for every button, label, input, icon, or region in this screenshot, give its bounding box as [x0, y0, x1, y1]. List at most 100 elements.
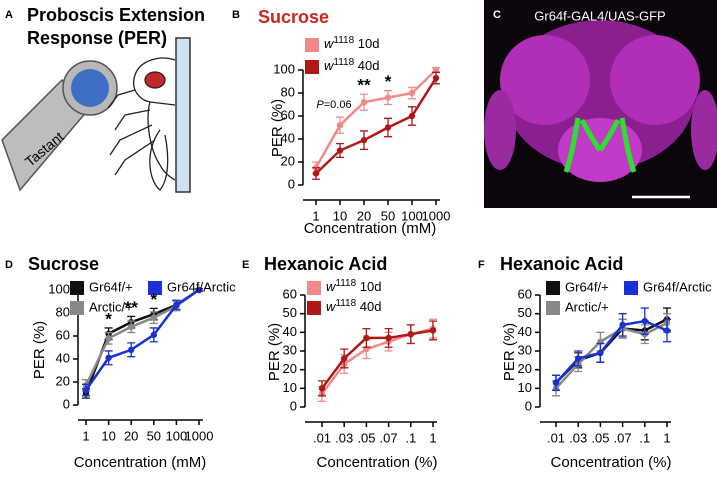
y-tick-label: 40	[281, 130, 295, 145]
y-axis-label: PER (%)	[501, 323, 518, 381]
y-tick-label: 100	[273, 61, 295, 76]
chart-title: Sucrose	[258, 7, 329, 27]
legend-label: w1118 40d	[326, 298, 381, 315]
chart-title: Sucrose	[28, 254, 99, 274]
y-tick-label: 20	[283, 361, 297, 376]
panel-letter: E	[242, 259, 249, 271]
data-point	[195, 286, 203, 294]
x-tick-label: 20	[357, 208, 371, 223]
panel-letter: A	[5, 9, 13, 21]
legend-swatch	[546, 301, 560, 315]
x-tick-label: .03	[569, 430, 587, 445]
data-point	[384, 124, 392, 131]
y-tick-label: 20	[518, 361, 532, 376]
x-tick-label: .03	[335, 430, 353, 445]
x-tick-label: 20	[124, 428, 138, 443]
significance-label: *	[150, 290, 157, 309]
data-point	[363, 334, 370, 342]
series-line	[555, 321, 668, 390]
legend-label: Arctic/+	[565, 299, 609, 314]
y-tick-label: 40	[518, 324, 532, 339]
x-tick-label: 1000	[422, 208, 451, 223]
y-tick-label: 60	[56, 327, 70, 342]
y-tick-label: 30	[518, 342, 532, 357]
x-tick-label: .07	[614, 430, 632, 445]
data-point	[385, 334, 392, 342]
chart-title: Hexanoic Acid	[500, 254, 623, 274]
x-tick-label: 10	[101, 428, 115, 443]
line-chart: F Hexanoic Acid 0 10 20 30 40 50 60 .01 .03 .05 .07.…	[478, 254, 712, 471]
legend-label: w1118 40d	[324, 57, 379, 74]
data-point	[597, 349, 604, 357]
data-point	[336, 147, 344, 154]
y-tick-label: 60	[281, 107, 295, 122]
data-point	[360, 136, 368, 144]
legend-swatch	[307, 281, 321, 295]
legend-label: w1118 10d	[324, 35, 379, 52]
x-tick-label: 10	[333, 208, 347, 223]
data-point	[408, 89, 416, 97]
data-point	[318, 385, 326, 392]
y-tick-label: 0	[525, 398, 532, 413]
legend-label: Gr64f/Arctic	[167, 279, 236, 294]
x-tick-label: 1	[82, 428, 89, 443]
x-axis-label: Concentration (%)	[317, 454, 438, 471]
legend-swatch	[624, 281, 638, 295]
chart-title: Hexanoic Acid	[264, 254, 387, 274]
legend-swatch	[70, 301, 84, 315]
data-point	[384, 94, 392, 101]
brain-lobe	[500, 35, 590, 125]
image-label: Gr64f-GAL4/UAS-GFP	[534, 8, 665, 23]
panel-letter: B	[232, 9, 240, 21]
optic-lobe	[484, 90, 516, 170]
legend-label: Gr64f/Arctic	[643, 279, 712, 294]
data-point	[312, 170, 320, 177]
x-tick-label: 1000	[185, 428, 214, 443]
x-axis-label: Concentration (mM)	[304, 220, 437, 237]
y-tick-label: 80	[56, 304, 70, 319]
significance-label: *	[105, 309, 112, 328]
microscopy-image: C Gr64f-GAL4/UAS-GFP	[484, 0, 717, 208]
series-line	[320, 329, 434, 390]
optic-lobe	[691, 90, 717, 170]
series-line	[315, 77, 438, 175]
data-point	[552, 379, 560, 386]
y-tick-label: 20	[56, 373, 70, 388]
data-point	[407, 331, 414, 338]
panel-title: Response (PER)	[27, 28, 167, 48]
data-point	[341, 355, 348, 362]
x-axis-label: Concentration (mM)	[74, 454, 207, 471]
panel-letter: D	[5, 259, 13, 271]
legend-label: Gr64f/+	[89, 279, 133, 294]
data-point	[173, 301, 180, 309]
x-tick-label: 100	[166, 428, 188, 443]
x-tick-label: 50	[381, 208, 395, 223]
data-point	[408, 112, 416, 120]
y-tick-label: 40	[283, 324, 297, 339]
data-point	[82, 386, 90, 394]
legend-swatch	[546, 281, 560, 295]
legend-swatch	[305, 60, 319, 74]
data-point	[429, 327, 437, 334]
legend-swatch	[70, 281, 84, 295]
data-point	[360, 99, 368, 106]
panel-letter: C	[493, 9, 501, 21]
x-tick-label: .01	[313, 430, 331, 445]
y-tick-label: 0	[63, 396, 70, 411]
line-chart: E Hexanoic Acid 0 10 20 30 40 50 60 .01 .03 .05 .07.…	[242, 254, 437, 471]
series-line	[555, 319, 668, 384]
legend-label: w1118 10d	[326, 278, 381, 295]
panel-letter: F	[478, 259, 485, 271]
data-point	[432, 66, 440, 74]
tastant-drop	[71, 69, 109, 107]
legend-swatch	[305, 38, 319, 52]
y-tick-label: 60	[518, 286, 532, 301]
data-point	[128, 323, 135, 330]
y-tick-label: 60	[283, 286, 297, 301]
fly	[107, 57, 176, 191]
significance-label: **	[125, 298, 139, 317]
data-point	[105, 335, 112, 342]
data-point	[150, 314, 157, 321]
